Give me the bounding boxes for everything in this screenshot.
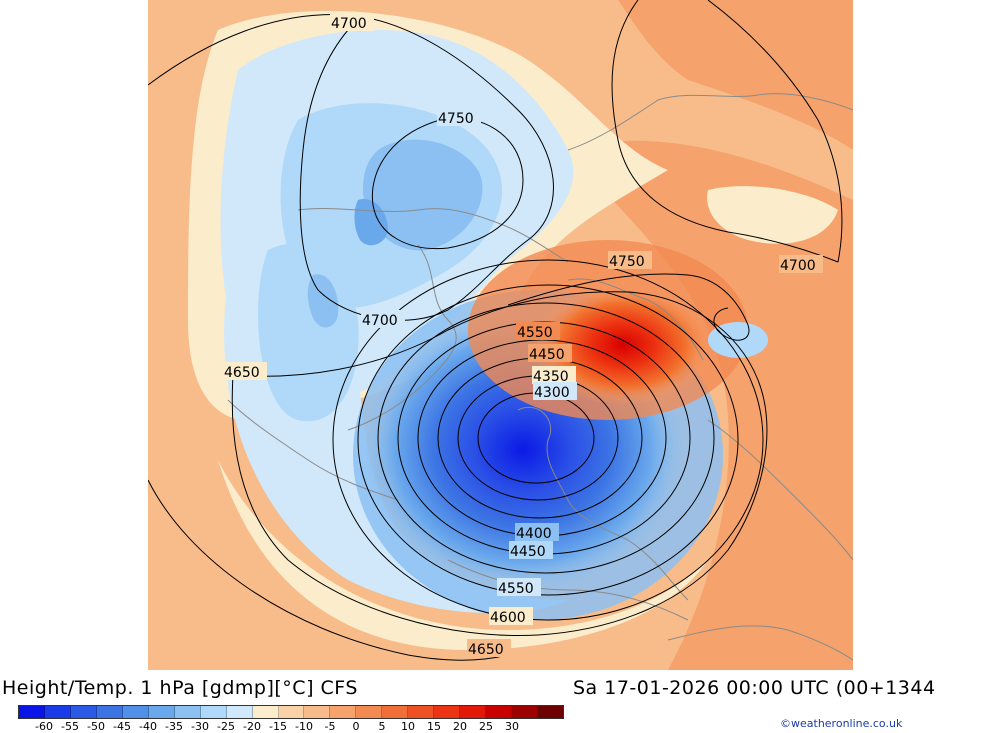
colorbar-tick-label: 20: [453, 720, 467, 733]
colorbar-segment: [460, 706, 487, 718]
contour-4600: [332, 259, 764, 621]
warm-core: [533, 285, 713, 405]
colorbar-segment: [304, 706, 331, 718]
contour-label-4300-upper: 4300: [534, 385, 570, 401]
contour-4700-east: [611, 0, 839, 263]
cream-zone-south: [218, 460, 708, 650]
colorbar-segment: [19, 706, 45, 718]
colorbar-tick-label: 25: [479, 720, 493, 733]
colorbar-segment: [174, 706, 201, 718]
colorbar-tick-label: -55: [61, 720, 79, 733]
valid-time: Sa 17-01-2026 00:00 UTC (00+1344: [573, 677, 936, 699]
colorbar-tick-label: 5: [378, 720, 386, 733]
colorbar-tick-label: 30: [505, 720, 519, 733]
map-title: Height/Temp. 1 hPa [gdmp][°C] CFS: [2, 677, 358, 699]
contour-label-4600-lower: 4600: [490, 610, 526, 626]
colorbar-segment: [538, 706, 564, 718]
colorbar-tick-label: -45: [113, 720, 131, 733]
colorbar-tick-label: -20: [243, 720, 261, 733]
contour-label-4350-upper: 4350: [533, 369, 569, 385]
colorbar-segment: [226, 706, 253, 718]
colorbar-segment: [96, 706, 123, 718]
colorbar-segment: [200, 706, 227, 718]
contour-label-4450-lower: 4450: [510, 544, 546, 560]
colorbar-tick-label: 0: [352, 720, 360, 733]
cream-zone-east: [707, 186, 838, 244]
colorbar-tick-label: -50: [87, 720, 105, 733]
cold-patch-west: [307, 274, 339, 328]
warm-band-east: [568, 140, 853, 670]
colorbar-tick-label: 15: [427, 720, 441, 733]
contour-label-4650-west: 4650: [224, 365, 260, 381]
colorbar-tick-label: -25: [217, 720, 235, 733]
colorbar-segment: [356, 706, 383, 718]
contour-label-4700-top: 4700: [331, 16, 367, 32]
colorbar-segment: [408, 706, 435, 718]
contour-label-4750-north: 4750: [438, 111, 474, 127]
colorbar-segment: [148, 706, 175, 718]
contour-4700-northeast: [707, 0, 843, 263]
contour-label-4650-lower: 4650: [468, 642, 504, 658]
contour-4750-north: [371, 117, 524, 250]
colorbar-tick-label: -10: [295, 720, 313, 733]
contour-label-4550-upper: 4550: [517, 325, 553, 341]
colorbar-tick-label: -60: [35, 720, 53, 733]
colorbar-segment: [252, 706, 279, 718]
colorbar-segment: [122, 706, 149, 718]
contour-label-4700-east: 4700: [780, 258, 816, 274]
colorbar-segment: [382, 706, 409, 718]
contour-4500: [377, 302, 715, 574]
credit-link[interactable]: ©weatheronline.co.uk: [780, 717, 903, 730]
contour-4750-east: [507, 273, 750, 341]
colorbar-tick-label: -30: [191, 720, 209, 733]
colorbar-segment: [434, 706, 461, 718]
colorbar-segment: [70, 706, 97, 718]
colorbar-tick-label: -40: [139, 720, 157, 733]
colorbar-tick-label: -35: [165, 720, 183, 733]
contour-4550: [357, 284, 739, 596]
colorbar-segment: [486, 706, 513, 718]
contour-label-4450-upper: 4450: [529, 347, 565, 363]
cold-patch-north: [363, 139, 483, 251]
colorbar-segment: [44, 706, 71, 718]
colorbar-tick-label: -5: [324, 720, 336, 733]
colorbar-segment: [330, 706, 357, 718]
contour-label-4750-east: 4750: [609, 254, 645, 270]
contour-label-4550-lower: 4550: [498, 581, 534, 597]
temperature-colorbar: [18, 705, 564, 719]
contour-labels: 4700 4750 4750 4700 4700 4650 4550 4450 …: [223, 13, 823, 658]
colorbar-segment: [512, 706, 539, 718]
colorbar-segment: [278, 706, 305, 718]
weather-map: 4700 4750 4750 4700 4700 4650 4550 4450 …: [148, 0, 853, 670]
contour-label-4400-lower: 4400: [516, 526, 552, 542]
contour-label-4700-west: 4700: [362, 313, 398, 329]
warm-band-northeast: [618, 0, 853, 150]
coastlines: [227, 93, 853, 661]
contour-4650-west: [231, 291, 768, 637]
colorbar-tick-labels: -60 -55 -50 -45 -40 -35 -30 -25 -20 -15 -10 -5 0 5 10 1…: [18, 720, 564, 733]
colorbar-tick-label: -15: [269, 720, 287, 733]
colorbar-tick-label: 10: [401, 720, 415, 733]
contour-4650-south: [148, 479, 509, 661]
